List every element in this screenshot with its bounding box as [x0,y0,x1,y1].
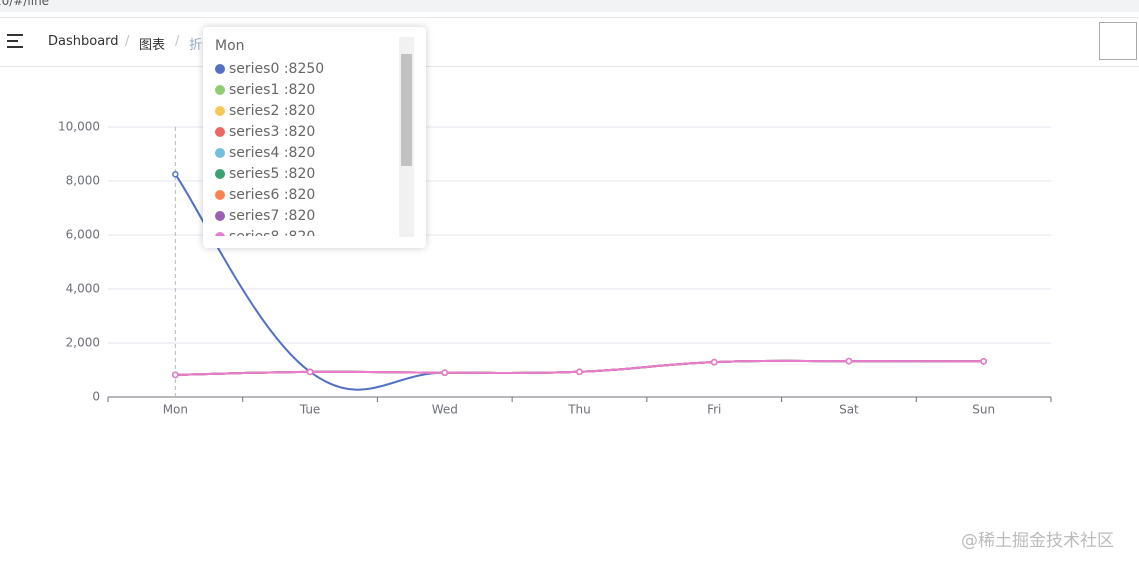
tooltip-item: series1 :820 [215,80,395,101]
tooltip-title: Mon [215,38,245,54]
series-dot [215,127,225,137]
tooltip-item: series7 :820 [215,206,395,227]
x-tick-label: Tue [299,403,321,417]
y-tick-label: 2,000 [66,336,100,350]
series-dot [215,106,225,116]
series-dot [215,85,225,95]
tooltip-item: series3 :820 [215,122,395,143]
x-tick-label: Sat [839,403,859,417]
data-point [710,358,718,366]
x-tick-label: Mon [163,403,188,417]
breadcrumb-separator: / [125,34,130,49]
y-tick-label: 4,000 [66,282,100,296]
x-tick-label: Wed [432,403,458,417]
data-point [980,358,987,365]
data-point [441,369,449,376]
address-bar: 20/#/line [0,0,1139,12]
data-point [576,368,583,376]
tooltip-item: series0 :8250 [215,59,395,80]
series-dot [215,190,225,200]
tooltip: Mon series0 :8250 series1 :820 series2 :82… [203,27,426,248]
avatar-image[interactable] [1099,22,1137,60]
tooltip-item: series6 :820 [215,185,395,206]
url: 20/#/line [0,0,50,8]
data-point [306,368,314,376]
tooltip-text: series0 :8250 [229,61,325,77]
tooltip-item: series8 :820 [215,227,395,236]
x-tick-label: Sun [972,403,995,417]
tooltip-text: series5 :820 [229,166,316,182]
x-tick-label: Thu [567,403,591,417]
series-dot [215,211,225,221]
y-tick-label: 6,000 [66,228,100,242]
scroll-thumb[interactable] [401,54,412,166]
tooltip-item: series5 :820 [215,164,395,185]
data-point [845,357,853,365]
breadcrumb-item[interactable]: 图表 [139,38,166,53]
tooltip-text: series3 :820 [229,124,316,140]
data-point [172,171,179,178]
breadcrumb-item[interactable]: Dashboard [48,34,119,49]
series-dot [215,169,225,179]
y-tick-label: 0 [92,390,100,404]
x-tick-label: Fri [707,403,721,417]
series-dot [215,64,225,74]
y-tick-label: 8,000 [66,174,100,188]
tooltip-text: series7 :820 [229,208,316,224]
scrollbar[interactable] [399,37,414,237]
tooltip-text: series8 :820 [229,229,315,236]
series-dot [215,232,225,236]
tooltip-text: series2 :820 [229,103,316,119]
series-dot [215,148,225,158]
tooltip-text: series4 :820 [229,145,316,161]
y-tick-label: 10,000 [58,120,100,134]
tooltip-list: series0 :8250 series1 :820 series2 :820 ser… [215,59,395,236]
tooltip-text: series6 :820 [229,187,316,203]
watermark: @稀土掘金技术社区 [961,531,1114,551]
breadcrumb-separator: / [175,34,180,49]
data-point [172,371,179,379]
tooltip-item: series4 :820 [215,143,395,164]
tooltip-text: series1 :820 [229,82,316,98]
menu-toggle[interactable] [7,34,23,48]
tooltip-item: series2 :820 [215,101,395,122]
